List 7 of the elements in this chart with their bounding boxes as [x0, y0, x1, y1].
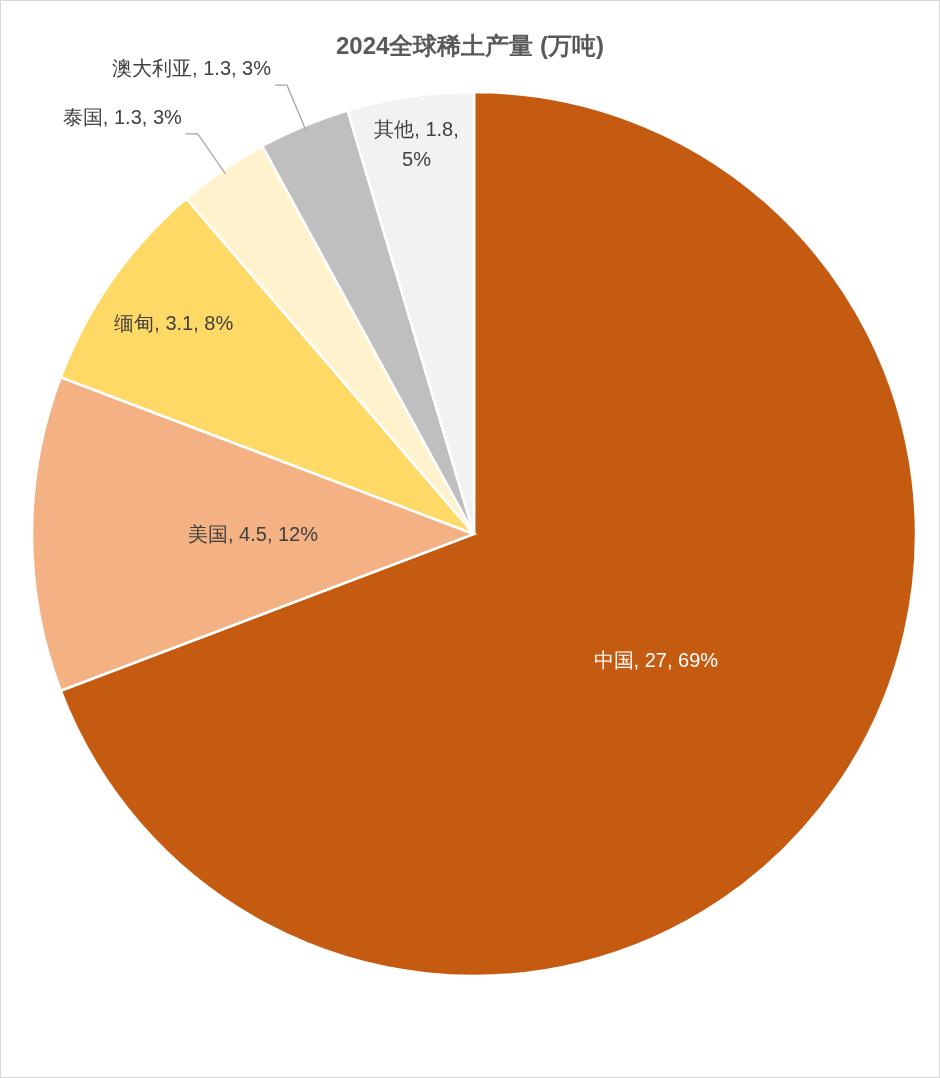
slice-label: 缅甸, 3.1, 8% [114, 312, 234, 335]
slice-label: 美国, 4.5, 12% [187, 523, 319, 545]
slice-label: 中国, 27, 69% [593, 648, 719, 671]
chart-title: 2024全球稀土产量 (万吨) [335, 32, 605, 59]
slice-label: 澳大利亚, 1.3, 3% [112, 57, 272, 80]
slice-label: 其他, 1.8, 5% [374, 118, 459, 171]
slice-label: 泰国, 1.3, 3% [62, 105, 183, 128]
